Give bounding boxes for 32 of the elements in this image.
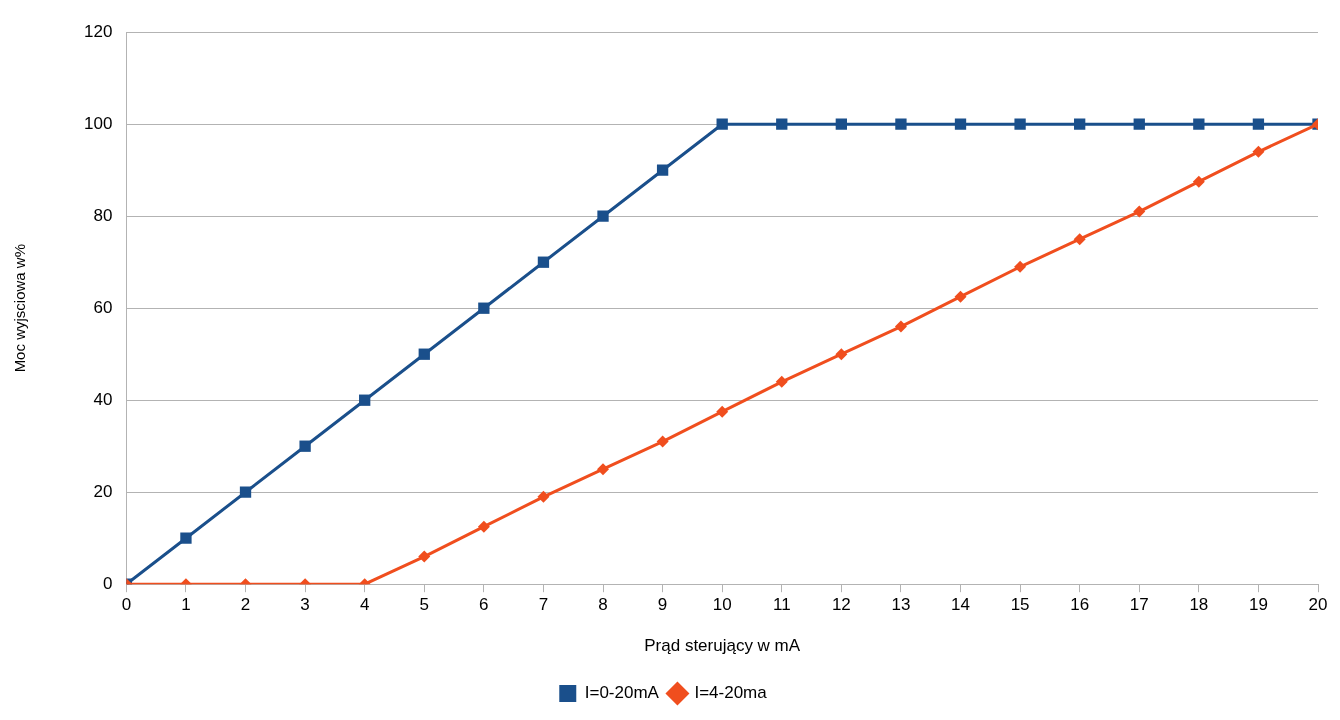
x-tick-label: 19 — [1248, 595, 1268, 615]
x-tick-label: 4 — [359, 595, 370, 615]
x-tick-label: 5 — [419, 595, 430, 615]
y-tick-label: 120 — [83, 21, 113, 41]
x-tick-label: 16 — [1070, 595, 1090, 615]
x-tick-label: 1 — [181, 595, 191, 615]
y-tick-label: 80 — [93, 205, 113, 225]
legend-label: I=0-20mA — [584, 683, 660, 703]
x-tick-label: 8 — [598, 595, 608, 615]
y-tick-label: 60 — [93, 297, 113, 317]
y-tick-label: 20 — [93, 481, 113, 501]
x-tick-label: 17 — [1129, 595, 1149, 615]
y-tick-label: 0 — [102, 573, 113, 593]
y-tick-label: 100 — [83, 113, 113, 133]
x-tick-label: 13 — [891, 595, 911, 615]
x-tick-label: 7 — [538, 595, 549, 615]
y-axis-title: Moc wyjsciowa w% — [11, 244, 29, 373]
x-tick-label: 3 — [300, 595, 310, 615]
x-tick-label: 12 — [831, 595, 851, 615]
x-tick-label: 15 — [1010, 595, 1030, 615]
x-tick-label: 0 — [121, 595, 132, 615]
legend-label: I=4-20ma — [694, 683, 768, 703]
x-tick-label: 20 — [1308, 595, 1328, 615]
x-tick-label: 6 — [479, 595, 489, 615]
x-tick-label: 2 — [240, 595, 251, 615]
x-axis-title: Prąd sterujący w mA — [644, 636, 801, 656]
x-tick-label: 18 — [1189, 595, 1209, 615]
y-tick-label: 40 — [93, 389, 113, 409]
x-tick-label: 10 — [712, 595, 732, 615]
x-tick-label: 14 — [951, 595, 970, 615]
x-tick-label: 11 — [772, 595, 791, 615]
x-tick-label: 9 — [657, 595, 668, 615]
